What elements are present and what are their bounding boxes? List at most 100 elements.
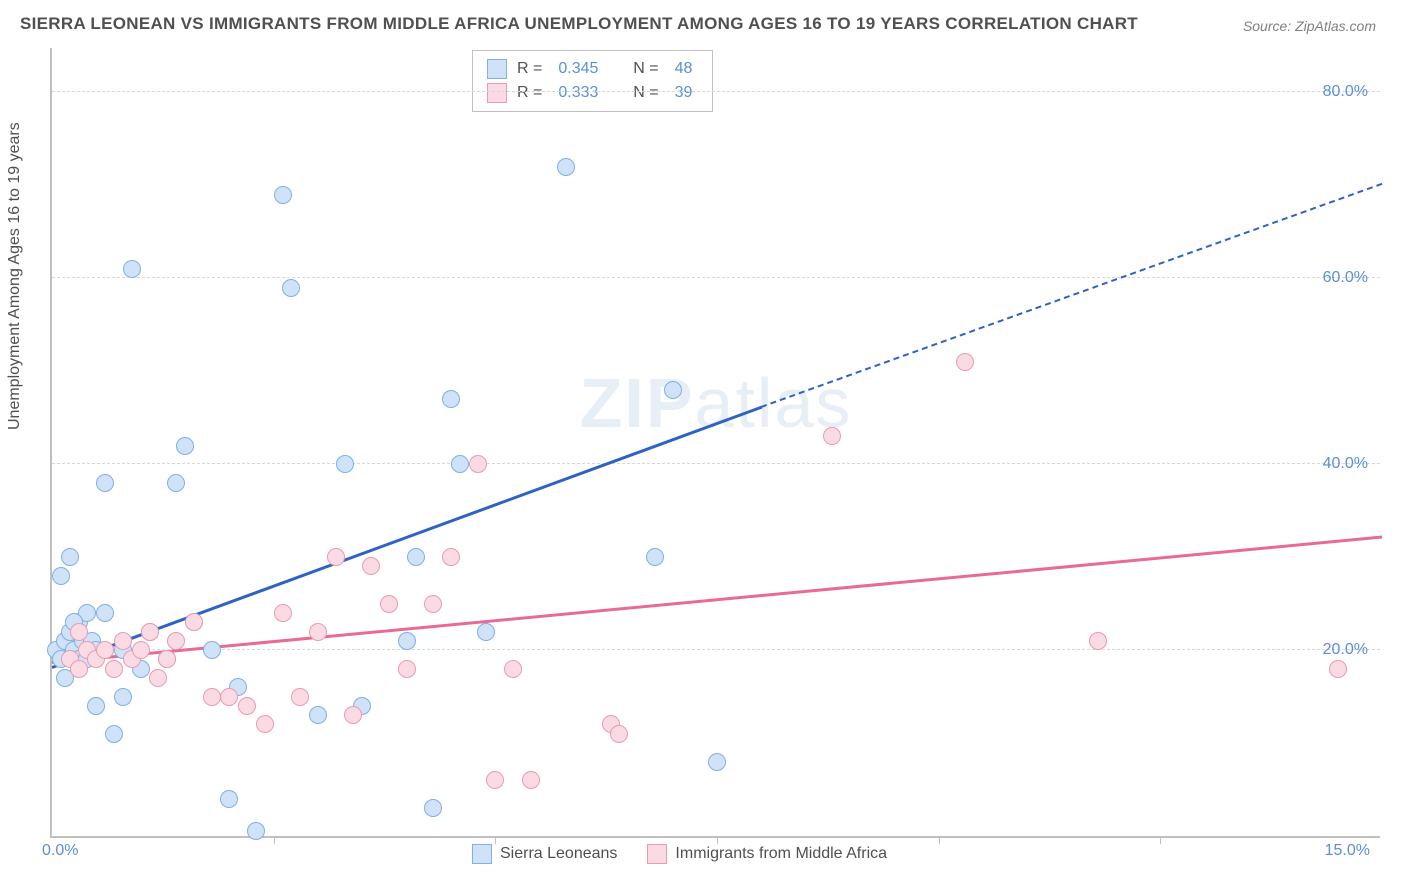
gridline-h (52, 91, 1380, 92)
data-point (105, 660, 123, 678)
data-point (203, 688, 221, 706)
legend-correlation: R = 0.345 N = 48 R = 0.333 N = 39 (472, 50, 713, 112)
data-point (451, 455, 469, 473)
watermark: ZIPatlas (580, 363, 853, 443)
data-point (96, 474, 114, 492)
y-axis-label: Unemployment Among Ages 16 to 19 years (6, 122, 24, 430)
legend-n-value: 39 (675, 81, 693, 105)
legend-r-value: 0.333 (558, 81, 598, 105)
data-point (52, 567, 70, 585)
data-point (220, 790, 238, 808)
data-point (203, 641, 221, 659)
x-tick-mark (939, 836, 940, 844)
gridline-h (52, 649, 1380, 650)
legend-label: Sierra Leoneans (500, 845, 617, 863)
data-point (274, 186, 292, 204)
data-point (398, 660, 416, 678)
data-point (114, 688, 132, 706)
trendline-extrapolated (761, 183, 1382, 408)
legend-swatch (487, 59, 507, 79)
data-point (238, 697, 256, 715)
data-point (442, 548, 460, 566)
data-point (956, 353, 974, 371)
x-tick-mark (717, 836, 718, 844)
data-point (407, 548, 425, 566)
y-tick-label: 20.0% (1323, 641, 1368, 659)
plot-area: ZIPatlas R =0.345 N =48R =0.333 N =39 Si… (50, 48, 1380, 838)
legend-r-value: 0.345 (558, 57, 598, 81)
data-point (114, 632, 132, 650)
data-point (362, 557, 380, 575)
data-point (380, 595, 398, 613)
data-point (61, 548, 79, 566)
y-tick-label: 80.0% (1323, 83, 1368, 101)
data-point (469, 455, 487, 473)
data-point (70, 660, 88, 678)
data-point (309, 706, 327, 724)
data-point (708, 753, 726, 771)
legend-r-label: R = (517, 81, 542, 105)
legend-n-label: N = (633, 57, 658, 81)
data-point (398, 632, 416, 650)
gridline-h (52, 463, 1380, 464)
data-point (1329, 660, 1347, 678)
data-point (96, 604, 114, 622)
legend-r-label: R = (517, 57, 542, 81)
legend-item: Immigrants from Middle Africa (647, 844, 887, 864)
y-tick-label: 60.0% (1323, 269, 1368, 287)
x-tick-mark (495, 836, 496, 844)
data-point (424, 595, 442, 613)
gridline-h (52, 277, 1380, 278)
data-point (70, 623, 88, 641)
data-point (247, 822, 265, 840)
data-point (256, 715, 274, 733)
data-point (96, 641, 114, 659)
y-tick-label: 40.0% (1323, 455, 1368, 473)
data-point (442, 390, 460, 408)
data-point (522, 771, 540, 789)
data-point (327, 548, 345, 566)
data-point (610, 725, 628, 743)
legend-row: R = 0.333 N = 39 (487, 81, 698, 105)
data-point (282, 279, 300, 297)
data-point (664, 381, 682, 399)
data-point (176, 437, 194, 455)
data-point (220, 688, 238, 706)
data-point (424, 799, 442, 817)
data-point (87, 697, 105, 715)
data-point (1089, 632, 1107, 650)
legend-n-label: N = (633, 81, 658, 105)
data-point (336, 455, 354, 473)
data-point (309, 623, 327, 641)
data-point (167, 632, 185, 650)
trendline (52, 536, 1382, 664)
legend-swatch (472, 844, 492, 864)
data-point (557, 158, 575, 176)
data-point (132, 641, 150, 659)
data-point (167, 474, 185, 492)
data-point (185, 613, 203, 631)
data-point (291, 688, 309, 706)
data-point (477, 623, 495, 641)
chart-title: SIERRA LEONEAN VS IMMIGRANTS FROM MIDDLE… (20, 14, 1138, 34)
legend-label: Immigrants from Middle Africa (675, 845, 887, 863)
legend-series: Sierra Leoneans Immigrants from Middle Af… (472, 844, 887, 864)
legend-swatch (647, 844, 667, 864)
data-point (823, 427, 841, 445)
data-point (486, 771, 504, 789)
data-point (504, 660, 522, 678)
data-point (105, 725, 123, 743)
data-point (158, 650, 176, 668)
x-tick-mark (274, 836, 275, 844)
x-tick-max: 15.0% (1325, 842, 1370, 860)
x-tick-mark (1160, 836, 1161, 844)
legend-row: R = 0.345 N = 48 (487, 57, 698, 81)
data-point (344, 706, 362, 724)
legend-n-value: 48 (675, 57, 693, 81)
legend-item: Sierra Leoneans (472, 844, 617, 864)
data-point (123, 260, 141, 278)
legend-swatch (487, 83, 507, 103)
data-point (274, 604, 292, 622)
data-point (141, 623, 159, 641)
x-tick-min: 0.0% (42, 842, 78, 860)
